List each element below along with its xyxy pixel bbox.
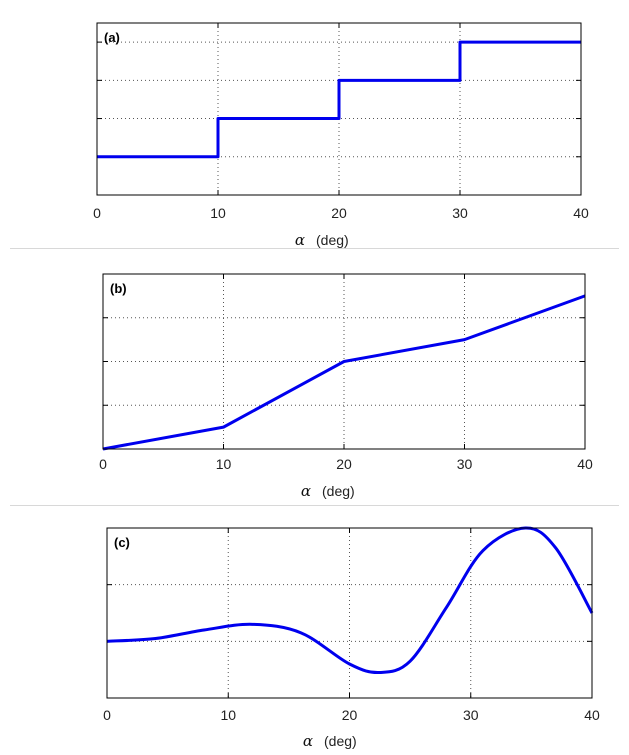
panel-label: (c)	[114, 535, 130, 550]
axes-frame	[102, 273, 586, 450]
x-tick-label: 30	[463, 707, 479, 723]
x-axis-label-symbol: α	[301, 482, 311, 500]
x-tick-label: 30	[452, 205, 468, 221]
x-axis-label-symbol: α	[295, 231, 305, 249]
x-tick-label: 10	[216, 456, 232, 472]
x-tick-label: 0	[103, 707, 111, 723]
series-line	[102, 294, 586, 451]
x-tick-label: 40	[577, 456, 593, 472]
x-tick-label: 20	[331, 205, 347, 221]
x-tick-label: 40	[584, 707, 600, 723]
x-tick-label: 0	[99, 456, 107, 472]
x-tick-label: 20	[342, 707, 358, 723]
panel-label: (a)	[104, 30, 120, 45]
x-tick-label: 30	[457, 456, 473, 472]
chart-panel-b: 0 10 20 30 40 (b) α (deg)	[0, 250, 629, 503]
x-axis-label-unit: (deg)	[316, 232, 349, 248]
separator	[10, 505, 619, 506]
x-axis-label-symbol: α	[303, 732, 313, 750]
chart-a-svg: 0 10 20 30 40 (a) α (deg)	[93, 22, 589, 249]
x-tick-label: 40	[573, 205, 589, 221]
x-axis-label-unit: (deg)	[322, 483, 355, 499]
chart-b-svg: 0 10 20 30 40 (b) α (deg)	[99, 273, 593, 500]
x-tick-label: 10	[220, 707, 236, 723]
x-tick-label: 0	[93, 205, 101, 221]
panel-label: (b)	[110, 281, 127, 296]
separator	[10, 248, 619, 249]
chart-c-svg: 0 10 20 30 40 (c) α (deg)	[103, 526, 600, 750]
x-tick-label: 20	[336, 456, 352, 472]
chart-panel-a: 0 10 20 30 40 (a) α (deg)	[0, 0, 629, 249]
chart-panel-c: 0 10 20 30 40 (c) α (deg)	[0, 508, 629, 755]
x-tick-label: 10	[210, 205, 226, 221]
axes-frame	[106, 527, 593, 699]
axes-frame	[96, 22, 582, 196]
series-line	[97, 40, 581, 159]
x-axis-label-unit: (deg)	[324, 733, 357, 749]
